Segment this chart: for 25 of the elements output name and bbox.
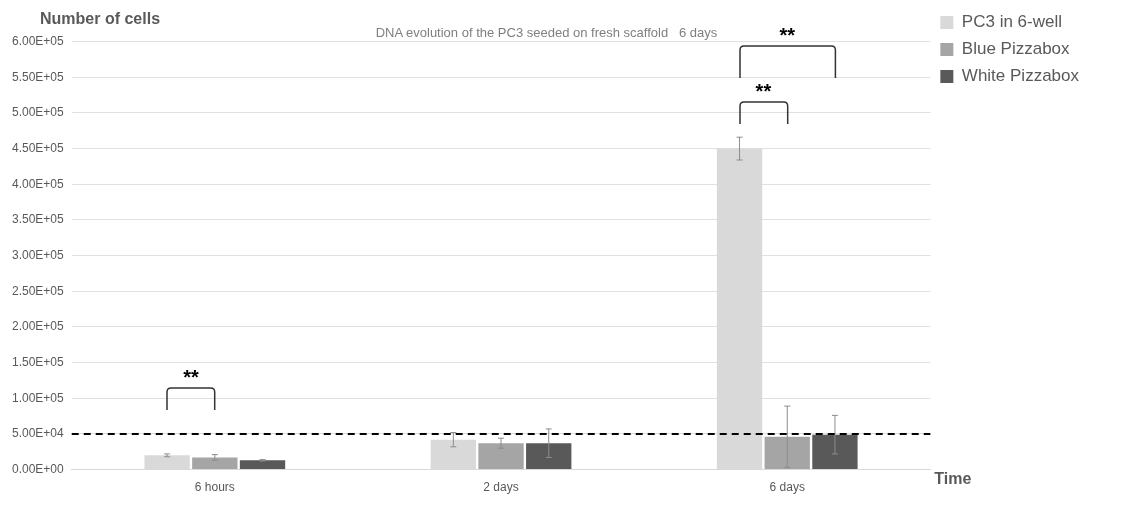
- y-tick-label: 2.00E+05: [12, 319, 65, 334]
- y-tick-label: 6.00E+05: [12, 33, 65, 48]
- y-tick-label: 3.50E+05: [12, 212, 65, 227]
- legend-label: White Pizzabox: [961, 66, 1080, 86]
- legend-label: PC3 in 6-well: [961, 12, 1062, 32]
- x-tick-label: 2 days: [483, 480, 519, 495]
- y-axis-title: Number of cells: [40, 9, 161, 27]
- y-tick-label: 5.00E+05: [12, 105, 65, 120]
- y-tick-label: 3.00E+05: [12, 247, 65, 262]
- x-tick-label: 6 days: [769, 480, 805, 495]
- x-axis-title: Time: [934, 469, 972, 487]
- annotation: **: [755, 79, 772, 102]
- y-tick-label: 1.00E+05: [12, 390, 65, 405]
- y-tick-label: 4.00E+05: [12, 176, 65, 191]
- legend-label: Blue Pizzabox: [961, 39, 1071, 59]
- x-tick-label: 6 hours: [194, 480, 235, 495]
- annotation: **: [779, 23, 796, 46]
- y-tick-label: 1.50E+05: [12, 354, 65, 369]
- y-tick-label: 4.50E+05: [12, 140, 65, 155]
- y-tick-label: 0.00E+00: [12, 461, 65, 476]
- y-tick-label: 2.50E+05: [12, 283, 65, 298]
- y-tick-label: 5.50E+05: [12, 69, 65, 84]
- y-tick-label: 5.00E+04: [12, 426, 65, 441]
- annotation: **: [183, 366, 199, 389]
- chart-title: DNA evolution of the PC3 seeded on fresh scaffold 6 days: [375, 25, 718, 41]
